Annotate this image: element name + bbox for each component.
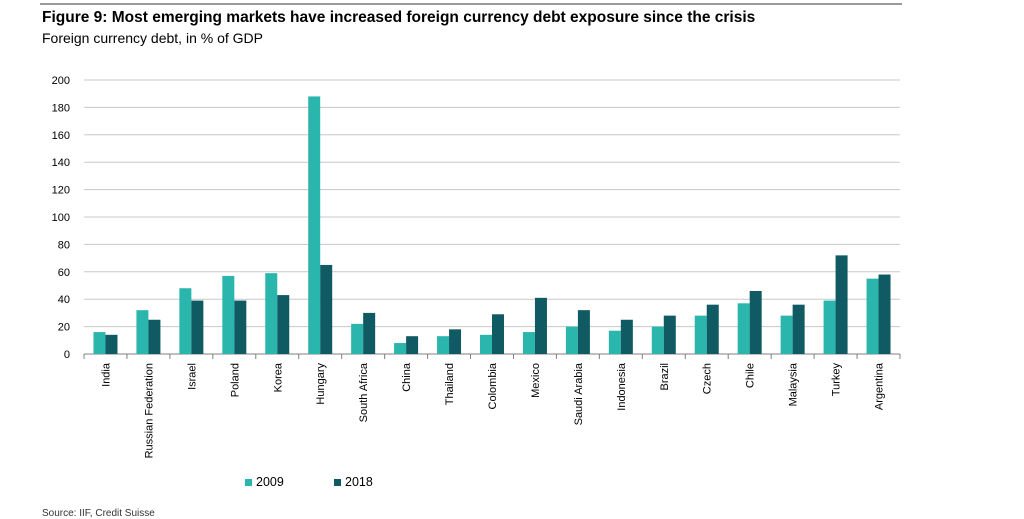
y-tick-label: 60 — [58, 267, 70, 279]
bar-2009 — [265, 273, 278, 354]
bar-2018 — [749, 290, 762, 354]
bar-2009 — [93, 332, 106, 354]
bar-2009 — [565, 326, 578, 354]
source-note: Source: IIF, Credit Suisse — [42, 508, 155, 519]
chart-subtitle: Foreign currency debt, in % of GDP — [42, 30, 263, 46]
bar-2009 — [136, 310, 149, 354]
bar-2018 — [105, 334, 118, 354]
bar-2009 — [308, 96, 321, 354]
bar-2009 — [394, 343, 407, 354]
x-tick-label: Colombia — [487, 362, 499, 409]
bar-2018 — [320, 264, 333, 354]
x-tick-label: Poland — [229, 363, 241, 397]
top-rule — [40, 3, 902, 5]
bar-2018 — [878, 274, 891, 354]
bar-2018 — [234, 300, 247, 354]
x-tick-label: Argentina — [874, 362, 886, 410]
legend-item-2018: 2018 — [334, 475, 373, 489]
y-tick-label: 160 — [52, 130, 70, 142]
x-tick-label: Saudi Arabia — [573, 362, 585, 425]
bar-2018 — [577, 310, 590, 354]
bar-2009 — [179, 288, 192, 354]
bar-2018 — [406, 336, 419, 354]
bar-2018 — [492, 314, 504, 354]
x-tick-label: Chile — [745, 363, 757, 388]
bar-2018 — [835, 255, 848, 354]
bar-2009 — [222, 275, 235, 354]
bar-2009 — [866, 278, 879, 354]
bar-2018 — [706, 304, 719, 354]
bar-2009 — [480, 334, 492, 354]
x-tick-label: Russian Federation — [143, 363, 155, 458]
legend-swatch-2018 — [334, 478, 341, 486]
y-tick-label: 0 — [64, 349, 70, 361]
y-tick-label: 120 — [52, 185, 70, 197]
legend-swatch-2009 — [245, 478, 252, 486]
bar-2018 — [363, 312, 376, 354]
x-tick-label: Israel — [186, 363, 198, 390]
legend-label-2018: 2018 — [345, 475, 373, 489]
y-tick-label: 180 — [52, 102, 70, 114]
x-tick-label: Malaysia — [788, 362, 800, 406]
bar-2018 — [792, 304, 805, 354]
y-tick-label: 140 — [52, 157, 70, 169]
x-tick-label: Indonesia — [616, 362, 628, 411]
y-tick-label: 20 — [58, 322, 70, 334]
x-tick-label: Turkey — [831, 363, 843, 397]
bar-2018 — [534, 297, 547, 354]
y-tick-label: 40 — [58, 294, 70, 306]
x-tick-label: Korea — [272, 362, 284, 392]
bar-2009 — [823, 300, 836, 354]
x-tick-label: China — [401, 362, 413, 392]
y-tick-label: 80 — [58, 239, 70, 251]
x-tick-label: South Africa — [358, 362, 370, 422]
bar-2009 — [651, 326, 664, 354]
bar-2018 — [148, 319, 161, 354]
x-tick-label: Thailand — [444, 363, 456, 405]
legend-item-2009: 2009 — [245, 475, 284, 489]
bar-2018 — [449, 329, 462, 354]
x-tick-label: Brazil — [659, 363, 671, 391]
bar-2009 — [522, 332, 535, 354]
x-tick-label: India — [100, 362, 112, 387]
bar-chart: 0 20 40 60 80 100 120 140 160 180 200 India Russian … — [52, 75, 901, 458]
bar-2018 — [191, 300, 204, 354]
bar-2009 — [694, 315, 707, 354]
y-tick-label: 100 — [52, 212, 70, 224]
legend-label-2009: 2009 — [256, 475, 284, 489]
legend: 2009 2018 — [0, 475, 1024, 495]
bar-2009 — [608, 330, 621, 354]
x-tick-label: Czech — [702, 363, 714, 394]
bar-2009 — [351, 323, 364, 354]
x-tick-label: Hungary — [315, 363, 327, 405]
bar-2018 — [277, 295, 290, 354]
bar-2018 — [663, 315, 676, 354]
chart-title: Figure 9: Most emerging markets have inc… — [42, 9, 756, 26]
bar-2009 — [737, 303, 750, 354]
bar-2009 — [780, 315, 793, 354]
x-tick-label: Mexico — [530, 363, 542, 398]
y-tick-label: 200 — [52, 75, 70, 87]
bar-2018 — [620, 319, 633, 354]
bar-2009 — [437, 336, 450, 354]
